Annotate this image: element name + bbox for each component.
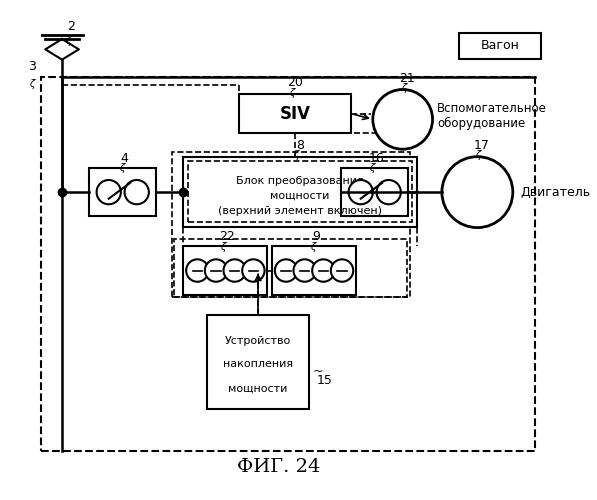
Circle shape	[223, 260, 246, 281]
FancyBboxPatch shape	[89, 168, 156, 216]
Text: ζ: ζ	[65, 36, 70, 46]
Circle shape	[242, 260, 264, 281]
FancyBboxPatch shape	[239, 94, 352, 134]
Text: ζ: ζ	[119, 163, 124, 173]
Circle shape	[294, 260, 316, 281]
Text: ζ: ζ	[220, 242, 225, 252]
Circle shape	[377, 180, 401, 204]
Text: мощности: мощности	[270, 190, 330, 200]
Text: ζ: ζ	[294, 150, 298, 160]
Text: Блок преобразования: Блок преобразования	[236, 176, 364, 186]
Polygon shape	[45, 39, 79, 60]
Text: мощности: мощности	[228, 383, 288, 393]
FancyBboxPatch shape	[341, 168, 408, 216]
FancyBboxPatch shape	[183, 156, 417, 226]
Text: 21: 21	[399, 72, 416, 85]
Text: Вспомогательное
оборудование: Вспомогательное оборудование	[437, 102, 547, 130]
Circle shape	[125, 180, 149, 204]
Text: ζ: ζ	[475, 150, 481, 160]
Circle shape	[186, 260, 208, 281]
Text: ζ: ζ	[369, 163, 374, 173]
Text: 20: 20	[287, 76, 303, 90]
Text: Вагон: Вагон	[481, 39, 519, 52]
Text: 4: 4	[121, 152, 128, 165]
Circle shape	[275, 260, 297, 281]
Text: накопления: накопления	[223, 359, 293, 369]
Circle shape	[97, 180, 121, 204]
Circle shape	[331, 260, 353, 281]
Circle shape	[442, 156, 513, 228]
Circle shape	[373, 90, 433, 149]
FancyBboxPatch shape	[272, 246, 356, 295]
FancyBboxPatch shape	[183, 246, 267, 295]
Text: 15: 15	[317, 374, 333, 387]
Text: 8: 8	[296, 139, 304, 152]
Text: SIV: SIV	[280, 104, 311, 122]
Circle shape	[312, 260, 334, 281]
Text: ζ: ζ	[289, 88, 294, 98]
Text: 9: 9	[312, 230, 320, 243]
Text: Устройство: Устройство	[225, 336, 291, 346]
FancyBboxPatch shape	[458, 32, 541, 58]
Text: Двигатель: Двигатель	[520, 186, 590, 198]
Text: 16: 16	[369, 152, 384, 165]
Circle shape	[205, 260, 227, 281]
Circle shape	[349, 180, 373, 204]
Text: 17: 17	[474, 139, 490, 152]
Text: ζ: ζ	[401, 83, 406, 93]
Text: ~: ~	[312, 365, 322, 378]
Text: 2: 2	[67, 20, 75, 32]
Text: ζ: ζ	[310, 242, 316, 252]
FancyBboxPatch shape	[207, 316, 309, 408]
Text: 22: 22	[219, 230, 235, 243]
Text: ФИГ. 24: ФИГ. 24	[237, 458, 320, 475]
Text: ζ: ζ	[29, 79, 34, 89]
Text: (верхний элемент включен): (верхний элемент включен)	[218, 206, 382, 216]
Text: 3: 3	[28, 60, 36, 72]
